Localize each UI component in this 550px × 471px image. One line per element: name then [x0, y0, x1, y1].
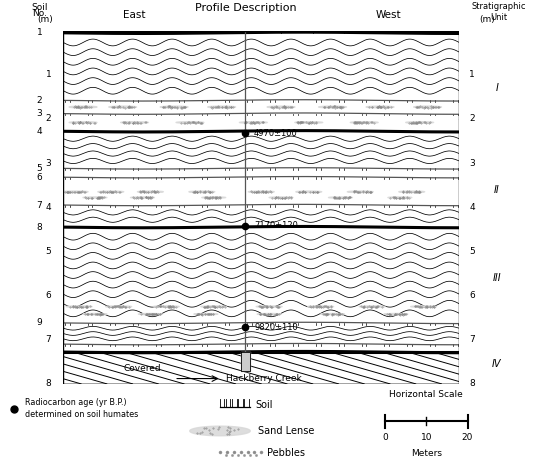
- Polygon shape: [239, 122, 267, 123]
- Text: Pebbles: Pebbles: [267, 448, 305, 458]
- Polygon shape: [388, 197, 412, 198]
- Text: 1: 1: [469, 70, 475, 79]
- Text: 9: 9: [37, 318, 42, 327]
- Text: 7: 7: [37, 201, 42, 210]
- Text: 6: 6: [469, 291, 475, 300]
- Text: 2: 2: [469, 114, 475, 123]
- Text: 4: 4: [46, 203, 51, 212]
- Text: 1: 1: [37, 28, 42, 37]
- Text: 5: 5: [46, 247, 51, 256]
- Polygon shape: [109, 106, 136, 108]
- Polygon shape: [256, 306, 282, 307]
- Polygon shape: [414, 106, 442, 108]
- Polygon shape: [201, 306, 227, 307]
- Polygon shape: [318, 106, 346, 108]
- Text: 9820±110: 9820±110: [254, 323, 298, 332]
- Polygon shape: [138, 191, 163, 193]
- Text: Soil: Soil: [256, 399, 273, 410]
- Polygon shape: [321, 314, 344, 315]
- Text: IV: IV: [492, 359, 502, 369]
- Polygon shape: [350, 122, 378, 123]
- Text: 8: 8: [46, 379, 51, 389]
- Polygon shape: [106, 306, 131, 307]
- Polygon shape: [120, 122, 148, 123]
- Polygon shape: [359, 306, 385, 307]
- Polygon shape: [257, 314, 281, 315]
- Polygon shape: [296, 191, 322, 193]
- Text: II: II: [494, 185, 500, 195]
- Polygon shape: [69, 106, 97, 108]
- Polygon shape: [384, 314, 408, 315]
- Text: 5: 5: [37, 164, 42, 173]
- Text: 1: 1: [46, 70, 51, 79]
- Text: 4970±100: 4970±100: [254, 129, 298, 138]
- Text: Sand Lense: Sand Lense: [258, 426, 315, 436]
- Text: 2: 2: [46, 114, 51, 123]
- Polygon shape: [83, 314, 107, 315]
- Text: Covered: Covered: [124, 364, 161, 373]
- Polygon shape: [208, 106, 235, 108]
- Polygon shape: [176, 122, 204, 123]
- Polygon shape: [160, 106, 188, 108]
- Polygon shape: [153, 306, 179, 307]
- Text: 6: 6: [37, 173, 42, 182]
- Text: Hackberry Creek: Hackberry Creek: [226, 374, 301, 383]
- Text: 3: 3: [46, 159, 51, 168]
- Text: Profile Description: Profile Description: [195, 3, 296, 13]
- Polygon shape: [269, 197, 293, 198]
- Polygon shape: [267, 106, 295, 108]
- Polygon shape: [69, 122, 97, 123]
- Text: I: I: [496, 83, 498, 93]
- Text: 20: 20: [462, 432, 473, 442]
- Polygon shape: [348, 191, 373, 193]
- Text: (m): (m): [37, 15, 53, 24]
- Text: Horizontal Scale: Horizontal Scale: [389, 390, 463, 399]
- Polygon shape: [194, 314, 218, 315]
- Polygon shape: [139, 314, 162, 315]
- Text: (m): (m): [479, 15, 495, 24]
- Text: Radiocarbon age (yr B.P.)
determined on soil humates: Radiocarbon age (yr B.P.) determined on …: [25, 398, 138, 419]
- Polygon shape: [406, 122, 433, 123]
- Text: West: West: [375, 10, 401, 20]
- Text: 10: 10: [421, 432, 432, 442]
- Text: 5: 5: [469, 247, 475, 256]
- Polygon shape: [202, 197, 226, 198]
- Text: III: III: [493, 273, 501, 283]
- Text: No.: No.: [32, 9, 47, 18]
- Polygon shape: [130, 197, 155, 198]
- Text: 3: 3: [37, 109, 42, 118]
- Polygon shape: [189, 191, 214, 193]
- Text: 4: 4: [37, 127, 42, 136]
- Polygon shape: [98, 191, 124, 193]
- Text: 7: 7: [469, 335, 475, 344]
- Polygon shape: [308, 306, 333, 307]
- Text: East: East: [123, 10, 146, 20]
- Polygon shape: [190, 426, 250, 436]
- Text: 8: 8: [37, 223, 42, 232]
- Text: 2: 2: [37, 96, 42, 105]
- Polygon shape: [399, 191, 425, 193]
- Polygon shape: [328, 197, 353, 198]
- Polygon shape: [83, 197, 107, 198]
- Text: 4: 4: [469, 203, 475, 212]
- Text: 6: 6: [46, 291, 51, 300]
- Polygon shape: [366, 106, 394, 108]
- Polygon shape: [295, 122, 323, 123]
- Text: Meters: Meters: [411, 449, 442, 458]
- Text: 8: 8: [469, 379, 475, 389]
- Text: 7170±120: 7170±120: [254, 221, 298, 230]
- Polygon shape: [66, 306, 92, 307]
- Polygon shape: [249, 191, 274, 193]
- Text: 0: 0: [382, 432, 388, 442]
- Text: Soil: Soil: [31, 3, 48, 12]
- Polygon shape: [411, 306, 437, 307]
- Text: 7: 7: [46, 335, 51, 344]
- Polygon shape: [62, 191, 88, 193]
- Text: 3: 3: [469, 159, 475, 168]
- Text: Stratigraphic
Unit: Stratigraphic Unit: [471, 2, 526, 22]
